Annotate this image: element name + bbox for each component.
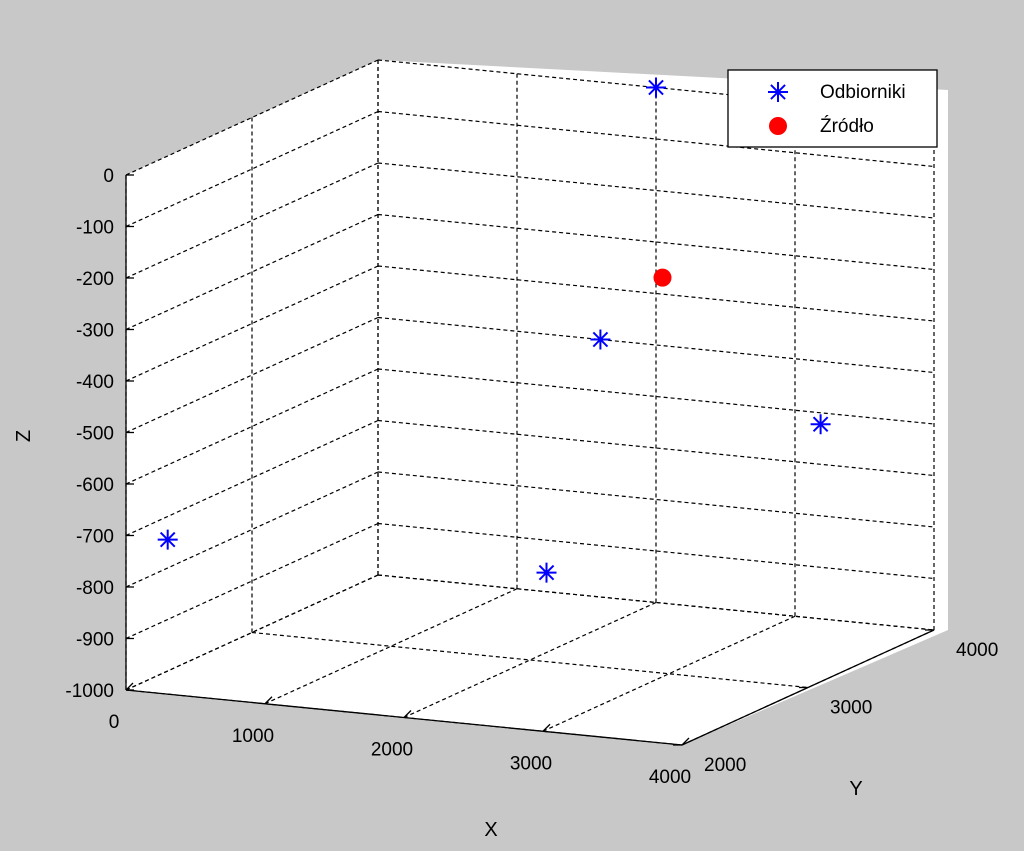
x-tick-label: 4000 bbox=[649, 767, 691, 788]
z-tick-label: -100 bbox=[76, 218, 114, 239]
z-tick-label: -700 bbox=[76, 527, 114, 548]
grid-line-back-z bbox=[377, 419, 935, 477]
legend-marker-zrodlo bbox=[769, 117, 787, 135]
grid-line-back-z bbox=[377, 471, 935, 528]
z-tick-label: -900 bbox=[76, 630, 114, 651]
data-markers bbox=[157, 77, 831, 583]
grid-line-back-z bbox=[377, 316, 935, 374]
z-tick-label: -600 bbox=[76, 475, 114, 496]
grid-line-back-z bbox=[377, 162, 935, 219]
legend: Odbiorniki Źródło bbox=[727, 69, 938, 148]
receiver-marker bbox=[157, 529, 178, 550]
x-tick-label: 3000 bbox=[510, 753, 552, 774]
legend-label-odbiorniki: Odbiorniki bbox=[820, 82, 906, 103]
grid-line-back-z bbox=[377, 522, 935, 580]
grid-lines bbox=[125, 59, 935, 746]
z-axis-label: Z bbox=[13, 430, 35, 442]
legend-box bbox=[727, 69, 938, 148]
x-tick-mark bbox=[403, 710, 412, 718]
x-tick-mark bbox=[125, 682, 134, 691]
legend-asterisk-icon bbox=[768, 82, 788, 102]
grid-line-back-z bbox=[377, 574, 935, 631]
y-tick-label: 3000 bbox=[830, 698, 872, 719]
z-tick-label: -200 bbox=[76, 269, 114, 290]
y-axis-label: Y bbox=[849, 778, 862, 800]
z-tick-label: -1000 bbox=[65, 681, 114, 702]
z-tick-label: -400 bbox=[76, 372, 114, 393]
z-tick-label: 0 bbox=[103, 166, 114, 187]
plot-area bbox=[126, 60, 948, 745]
x-tick-mark bbox=[681, 737, 690, 746]
grid-line-back-z bbox=[377, 368, 935, 425]
x-tick-label: 0 bbox=[109, 712, 120, 733]
tick-labels: 0 -100 -200 -300 -400 -500 -600 -700 -800 -900 -10… bbox=[65, 166, 998, 788]
source-marker bbox=[653, 268, 672, 287]
x-tick-label: 2000 bbox=[371, 740, 413, 761]
legend-dot-icon bbox=[769, 117, 787, 135]
z-tick-label: -800 bbox=[76, 578, 114, 599]
grid-line-back-z bbox=[377, 213, 935, 271]
legend-marker-odbiorniki bbox=[768, 82, 788, 102]
y-tick-label: 4000 bbox=[956, 640, 998, 661]
grid-line-back-z bbox=[377, 265, 935, 322]
x-tick-label: 1000 bbox=[232, 726, 274, 747]
grid-line-floor-y bbox=[251, 631, 809, 689]
axes bbox=[125, 174, 935, 746]
x-axis-label: X bbox=[484, 819, 497, 841]
receiver-marker bbox=[646, 77, 666, 98]
receiver-marker bbox=[590, 329, 611, 350]
z-tick-label: -500 bbox=[76, 424, 114, 445]
receiver-marker bbox=[536, 562, 557, 583]
x-tick-mark bbox=[542, 723, 551, 732]
legend-label-zrodlo: Źródło bbox=[820, 116, 874, 137]
x-tick-mark bbox=[264, 696, 273, 705]
y-tick-label: 2000 bbox=[704, 755, 746, 776]
receiver-marker bbox=[810, 414, 831, 435]
z-tick-label: -300 bbox=[76, 321, 114, 342]
grid-line-back-z bbox=[377, 110, 935, 168]
